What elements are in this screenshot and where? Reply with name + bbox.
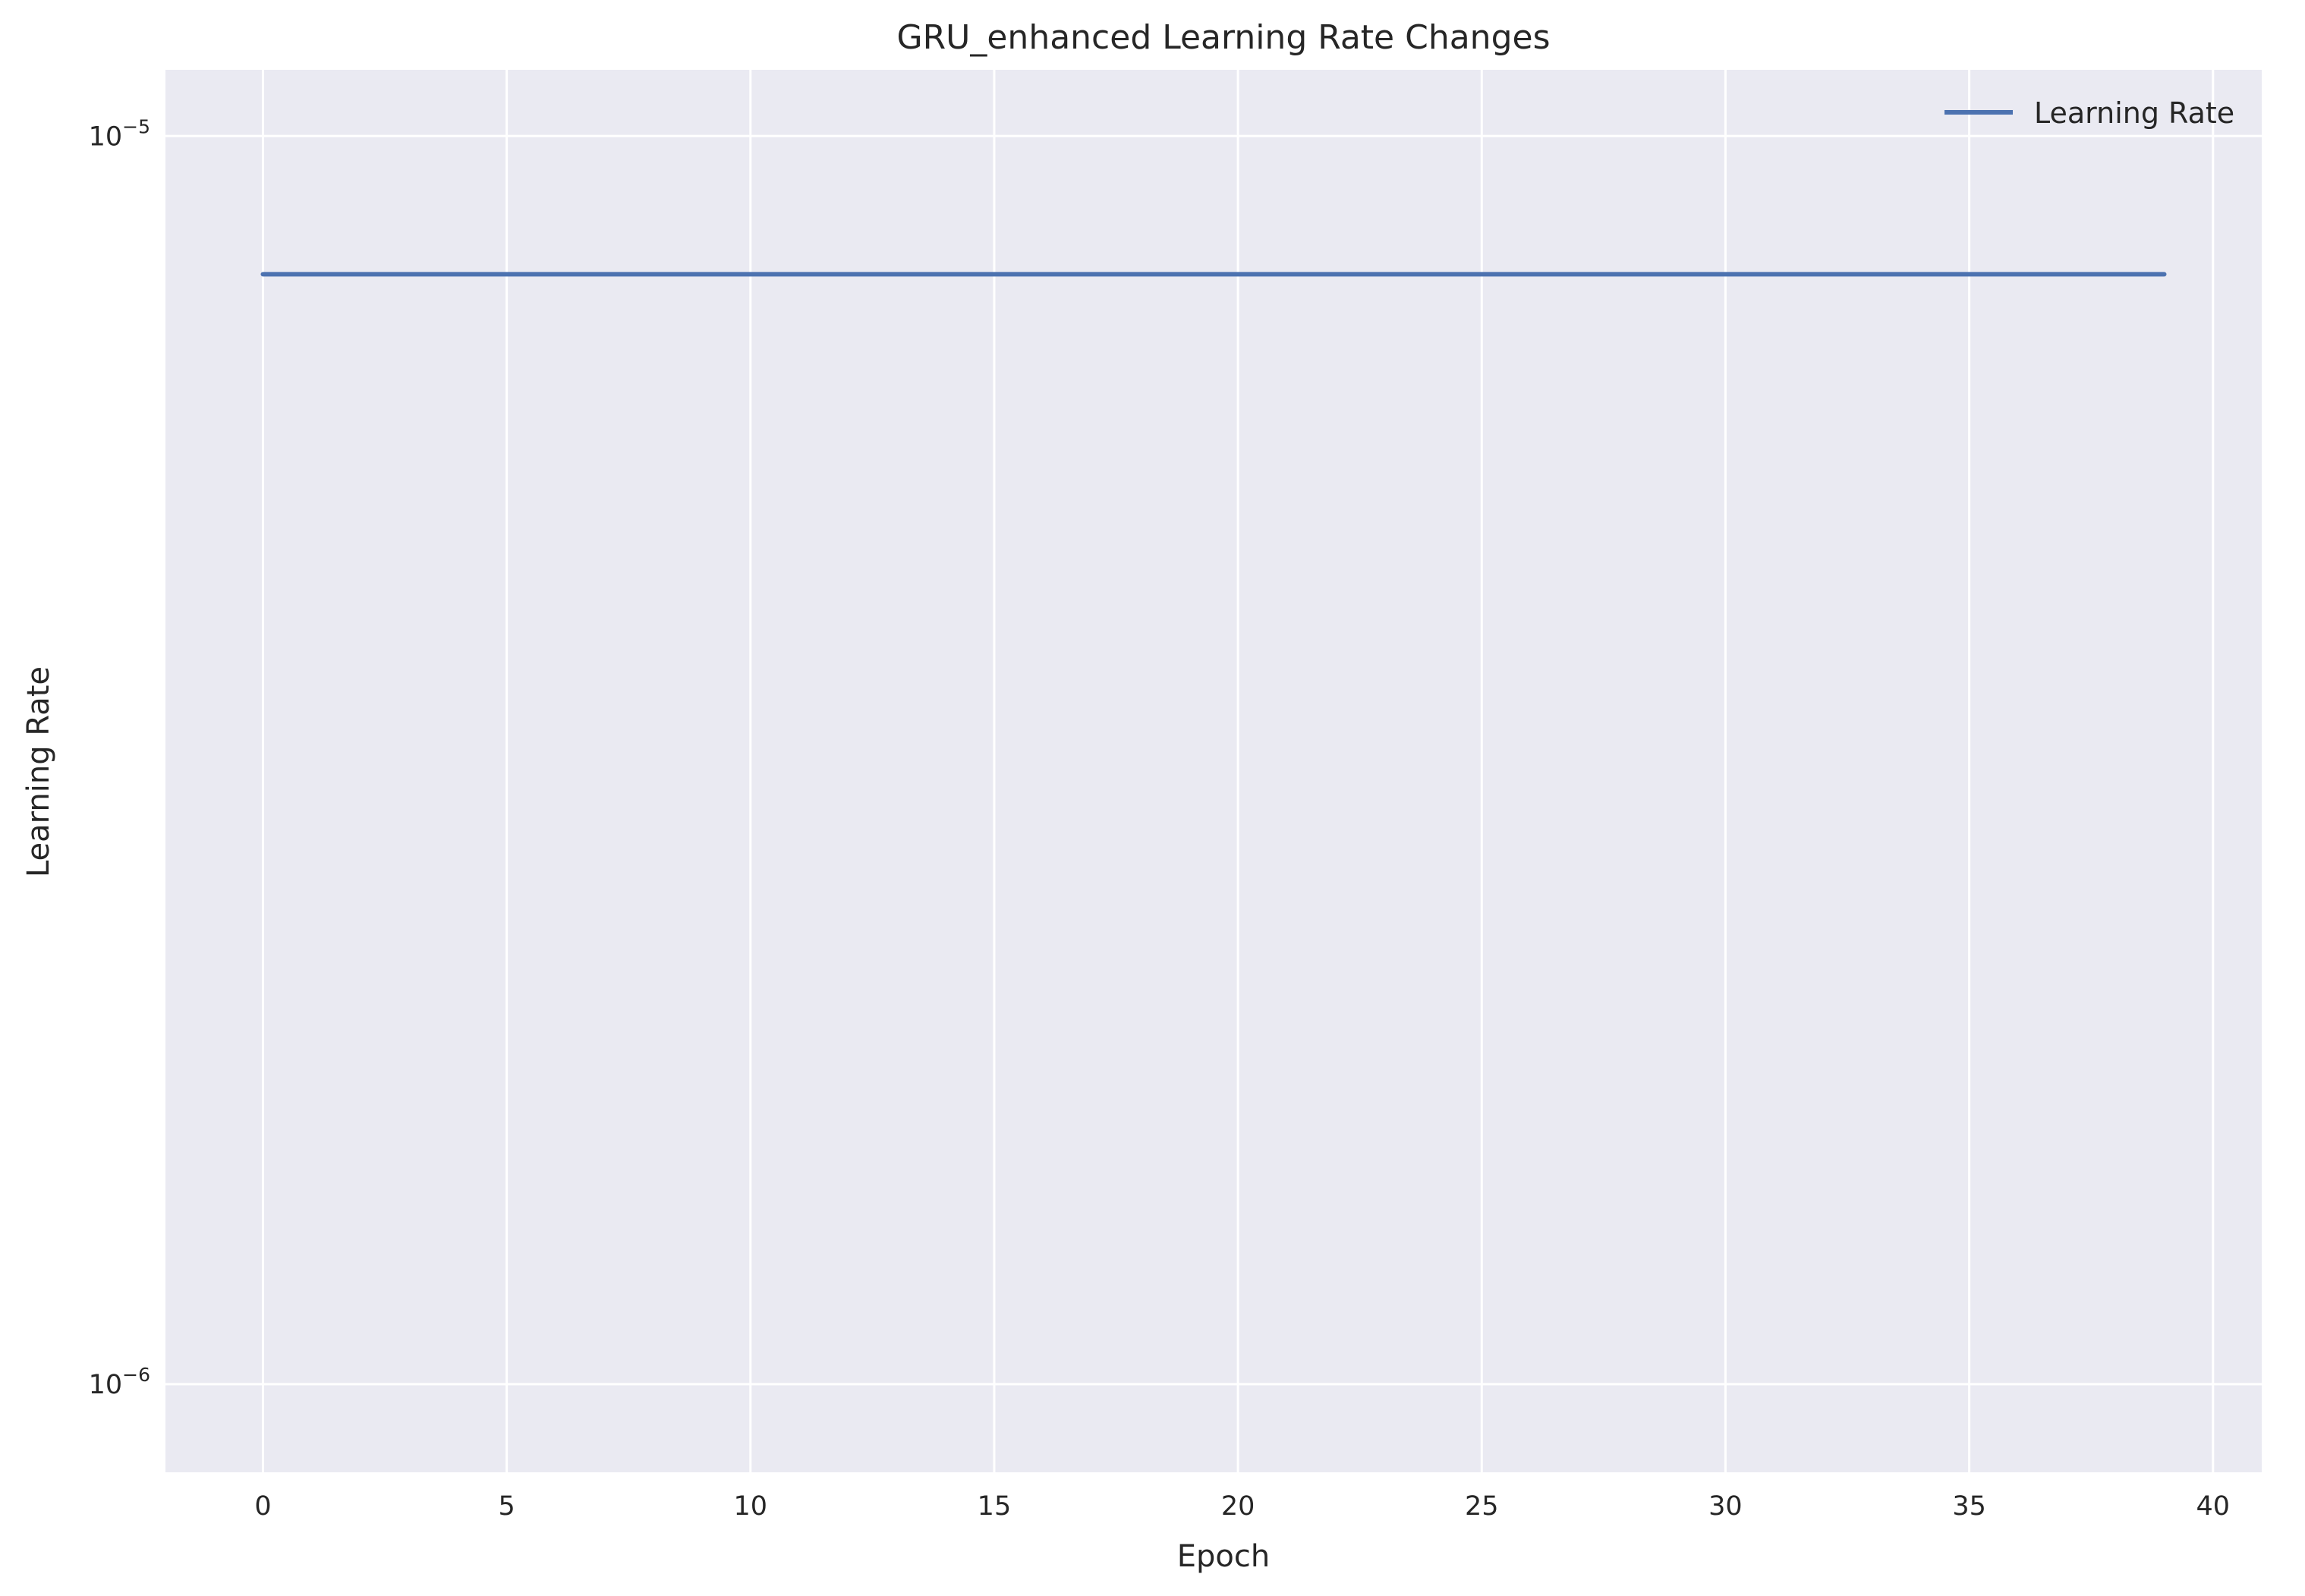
x-gridlines	[261, 70, 2215, 1472]
y-tick-label: 10−5	[89, 115, 150, 152]
x-tick-label: 20	[1221, 1491, 1255, 1522]
y-axis-label: Learning Rate	[21, 666, 56, 877]
x-tick-label: 30	[1708, 1491, 1743, 1522]
x-tick-label: 35	[1952, 1491, 1986, 1522]
y-tick-label: 10−6	[89, 1364, 150, 1400]
x-tick-label: 25	[1465, 1491, 1499, 1522]
legend: Learning Rate	[1944, 96, 2234, 130]
plot-area	[165, 70, 2262, 1472]
x-axis-label: Epoch	[1177, 1539, 1270, 1574]
x-tick-labels: 0 5 10 15 20 25 30 35 40	[254, 1491, 2230, 1522]
x-tick-label: 0	[254, 1491, 271, 1522]
x-tick-label: 15	[978, 1491, 1012, 1522]
y-tick-labels: 10−5 10−6	[89, 115, 150, 1400]
chart-title: GRU_enhanced Learning Rate Changes	[896, 18, 1550, 57]
x-tick-label: 5	[498, 1491, 515, 1522]
x-tick-label: 10	[734, 1491, 768, 1522]
y-gridlines	[165, 134, 2262, 1386]
x-tick-label: 40	[2196, 1491, 2230, 1522]
legend-label-learning-rate: Learning Rate	[2034, 96, 2234, 130]
